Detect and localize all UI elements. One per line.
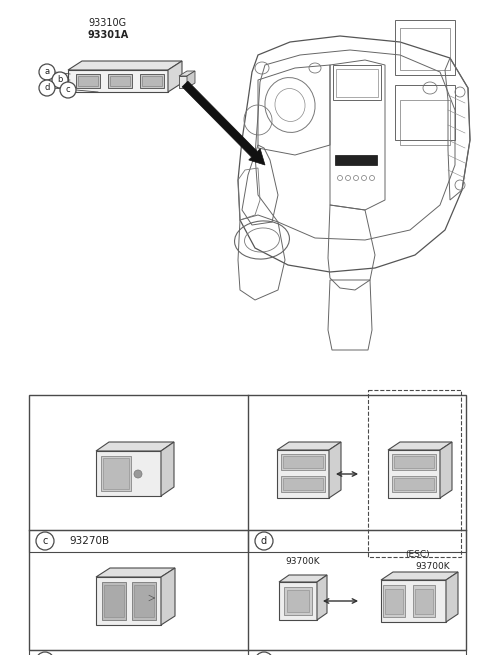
Text: c: c <box>66 86 70 94</box>
Bar <box>383 585 405 617</box>
Bar <box>284 587 312 615</box>
Circle shape <box>255 532 273 550</box>
Bar <box>400 100 450 145</box>
Text: 93310G: 93310G <box>88 18 126 28</box>
Bar <box>392 454 436 470</box>
Bar <box>101 456 131 491</box>
Bar <box>335 155 377 165</box>
Bar <box>279 582 317 620</box>
Bar <box>394 456 434 468</box>
Bar <box>281 454 325 470</box>
Circle shape <box>255 652 273 655</box>
Bar <box>96 451 161 496</box>
Text: c: c <box>42 536 48 546</box>
Bar <box>29 530 248 552</box>
Polygon shape <box>440 442 452 498</box>
Polygon shape <box>329 442 341 498</box>
Bar <box>283 456 323 468</box>
Bar <box>108 74 132 88</box>
Circle shape <box>39 80 55 96</box>
Text: (ESC): (ESC) <box>406 550 430 559</box>
Bar <box>388 450 440 498</box>
Bar <box>29 395 466 650</box>
Bar <box>381 580 446 622</box>
Text: b: b <box>57 75 63 84</box>
Bar <box>68 70 168 92</box>
Polygon shape <box>279 575 327 582</box>
Bar <box>140 74 164 88</box>
Text: 93270B: 93270B <box>69 536 109 546</box>
Polygon shape <box>161 568 175 625</box>
Circle shape <box>36 652 54 655</box>
Bar <box>368 390 461 557</box>
Bar <box>96 577 161 625</box>
Bar <box>102 582 126 620</box>
Polygon shape <box>96 442 174 451</box>
Polygon shape <box>161 442 174 496</box>
Bar <box>385 589 403 614</box>
Bar <box>395 85 455 140</box>
Circle shape <box>52 72 68 88</box>
Circle shape <box>39 64 55 80</box>
Bar <box>142 76 162 86</box>
Bar <box>78 76 98 86</box>
Bar <box>132 582 156 620</box>
Bar <box>103 458 129 489</box>
Polygon shape <box>187 71 195 88</box>
Bar <box>248 650 466 655</box>
Bar <box>392 476 436 492</box>
Polygon shape <box>381 572 458 580</box>
Text: 93700K: 93700K <box>286 557 320 566</box>
Circle shape <box>60 82 76 98</box>
Text: 93700K: 93700K <box>416 562 450 571</box>
Polygon shape <box>277 442 341 450</box>
Polygon shape <box>179 71 195 76</box>
Text: 93301A: 93301A <box>88 30 129 40</box>
Bar <box>415 589 433 614</box>
Text: d: d <box>261 536 267 546</box>
Bar <box>281 476 325 492</box>
Polygon shape <box>168 61 182 92</box>
Bar <box>336 69 378 97</box>
Bar <box>277 450 329 498</box>
Polygon shape <box>317 575 327 620</box>
Bar <box>110 76 130 86</box>
Text: a: a <box>45 67 49 77</box>
Bar <box>413 585 435 617</box>
Bar <box>283 478 323 490</box>
Circle shape <box>36 532 54 550</box>
Bar <box>395 20 455 75</box>
Bar <box>134 585 154 617</box>
Polygon shape <box>68 61 182 70</box>
Bar <box>394 478 434 490</box>
Bar <box>29 650 248 655</box>
Bar <box>179 76 187 88</box>
Bar <box>248 530 466 552</box>
Text: d: d <box>44 83 50 92</box>
Bar <box>287 590 309 612</box>
Polygon shape <box>96 568 175 577</box>
Bar <box>104 585 124 617</box>
Bar <box>400 28 450 70</box>
Polygon shape <box>446 572 458 622</box>
Polygon shape <box>388 442 452 450</box>
Bar <box>333 65 381 100</box>
Circle shape <box>134 470 142 478</box>
Polygon shape <box>182 81 265 165</box>
Bar <box>76 74 100 88</box>
